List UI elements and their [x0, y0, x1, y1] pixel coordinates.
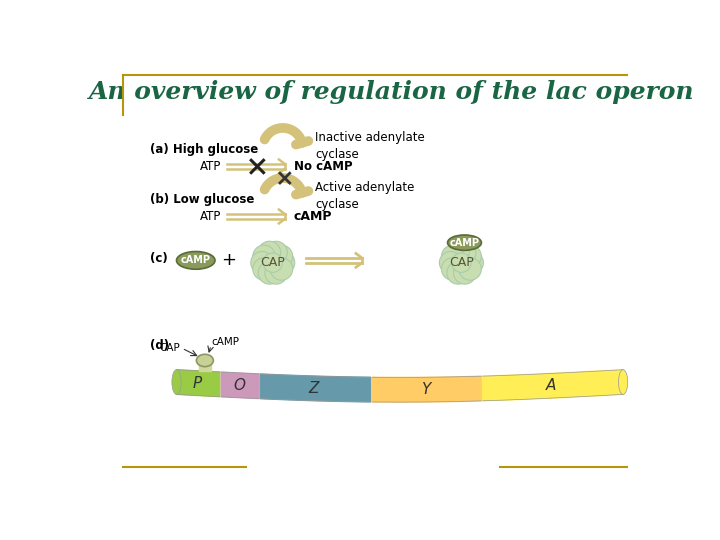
Ellipse shape	[197, 354, 213, 367]
Text: (d): (d)	[150, 339, 168, 353]
Text: +: +	[221, 252, 236, 269]
Polygon shape	[260, 374, 371, 402]
Circle shape	[447, 262, 469, 284]
Circle shape	[270, 258, 293, 280]
Text: (b) Low glucose: (b) Low glucose	[150, 193, 254, 206]
Ellipse shape	[176, 252, 215, 269]
Text: Inactive adenylate
cyclase: Inactive adenylate cyclase	[315, 131, 425, 161]
Circle shape	[265, 241, 287, 264]
Circle shape	[454, 262, 476, 284]
Text: ATP: ATP	[199, 210, 221, 223]
Text: cAMP: cAMP	[294, 210, 332, 223]
Text: CAP: CAP	[160, 343, 180, 353]
Circle shape	[447, 241, 469, 264]
Text: cAMP: cAMP	[449, 238, 480, 248]
Text: cAMP: cAMP	[181, 255, 211, 265]
Circle shape	[439, 252, 462, 274]
Circle shape	[459, 245, 482, 267]
Ellipse shape	[172, 370, 181, 394]
Circle shape	[441, 245, 464, 267]
Circle shape	[454, 241, 476, 264]
Ellipse shape	[618, 370, 628, 394]
Circle shape	[270, 245, 293, 267]
Polygon shape	[482, 370, 623, 401]
Circle shape	[253, 258, 275, 280]
Text: CAP: CAP	[261, 256, 285, 269]
Text: An overview of regulation of the lac operon: An overview of regulation of the lac ope…	[89, 80, 695, 104]
Text: (c): (c)	[150, 252, 167, 265]
Text: CAP: CAP	[449, 256, 474, 269]
Text: O: O	[233, 378, 246, 393]
Ellipse shape	[448, 235, 482, 251]
Circle shape	[265, 262, 287, 284]
Text: A: A	[546, 378, 557, 393]
Polygon shape	[221, 372, 258, 399]
Text: Z: Z	[309, 381, 319, 396]
Text: No cAMP: No cAMP	[294, 160, 352, 173]
Circle shape	[253, 245, 275, 267]
Circle shape	[258, 262, 281, 284]
Text: cAMP: cAMP	[211, 337, 239, 347]
Circle shape	[461, 252, 483, 274]
Text: ATP: ATP	[199, 160, 221, 173]
Circle shape	[451, 253, 471, 272]
Text: P: P	[193, 376, 202, 390]
Circle shape	[459, 258, 482, 280]
Text: Active adenylate
cyclase: Active adenylate cyclase	[315, 181, 415, 212]
Polygon shape	[176, 370, 220, 397]
Circle shape	[272, 252, 294, 274]
Polygon shape	[372, 376, 481, 402]
Text: (a) High glucose: (a) High glucose	[150, 143, 258, 156]
Circle shape	[258, 241, 281, 264]
Circle shape	[251, 252, 273, 274]
Circle shape	[263, 253, 282, 272]
Circle shape	[441, 258, 464, 280]
Text: Y: Y	[421, 382, 431, 397]
